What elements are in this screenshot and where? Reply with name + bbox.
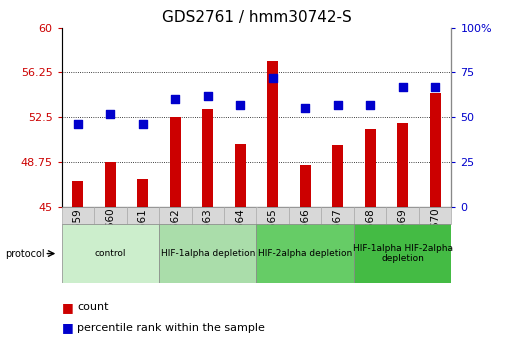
Bar [322,207,354,224]
Point [431,84,439,90]
Bar [62,207,94,224]
Bar [256,224,354,283]
Bar [419,207,451,224]
Bar [159,207,191,224]
Text: GSM71659: GSM71659 [73,208,83,265]
Bar [332,145,343,207]
Bar [354,224,451,283]
Text: GSM71664: GSM71664 [235,208,245,265]
Bar [191,207,224,224]
Text: GSM71665: GSM71665 [268,208,278,265]
Bar [234,144,246,207]
Text: count: count [77,302,108,312]
Text: GSM71669: GSM71669 [398,208,408,265]
Text: HIF-1alpha depletion: HIF-1alpha depletion [161,249,255,258]
Bar [267,61,279,207]
Text: ■: ■ [62,321,77,334]
Text: HIF-2alpha depletion: HIF-2alpha depletion [258,249,352,258]
Bar [300,165,311,207]
Point [236,102,244,108]
Point [333,102,342,108]
Point [301,106,309,111]
Text: percentile rank within the sample: percentile rank within the sample [77,323,265,333]
Point [74,122,82,127]
Bar [159,224,256,283]
Bar [105,161,116,207]
Point [399,84,407,90]
Text: HIF-1alpha HIF-2alpha
depletion: HIF-1alpha HIF-2alpha depletion [353,244,452,263]
Point [204,93,212,99]
Bar [365,129,376,207]
Bar [127,207,159,224]
Text: GSM71667: GSM71667 [333,208,343,265]
Point [106,111,114,117]
Bar [354,207,386,224]
Point [366,102,374,108]
Bar [256,207,289,224]
Bar [72,181,84,207]
Text: GSM71660: GSM71660 [105,208,115,265]
Bar [170,117,181,207]
Text: GSM71668: GSM71668 [365,208,375,265]
Text: GSM71662: GSM71662 [170,208,180,265]
Bar [202,109,213,207]
Text: ■: ■ [62,300,77,314]
Bar [386,207,419,224]
Point [269,75,277,81]
Bar [94,207,127,224]
Title: GDS2761 / hmm30742-S: GDS2761 / hmm30742-S [162,10,351,25]
Bar [397,123,408,207]
Bar [429,93,441,207]
Text: GSM71663: GSM71663 [203,208,213,265]
Bar [137,179,148,207]
Bar [224,207,256,224]
Text: GSM71670: GSM71670 [430,208,440,265]
Text: protocol: protocol [5,249,45,258]
Text: GSM71666: GSM71666 [300,208,310,265]
Point [139,122,147,127]
Text: control: control [94,249,126,258]
Point [171,97,180,102]
Bar [289,207,322,224]
Bar [62,224,159,283]
Text: GSM71661: GSM71661 [138,208,148,265]
